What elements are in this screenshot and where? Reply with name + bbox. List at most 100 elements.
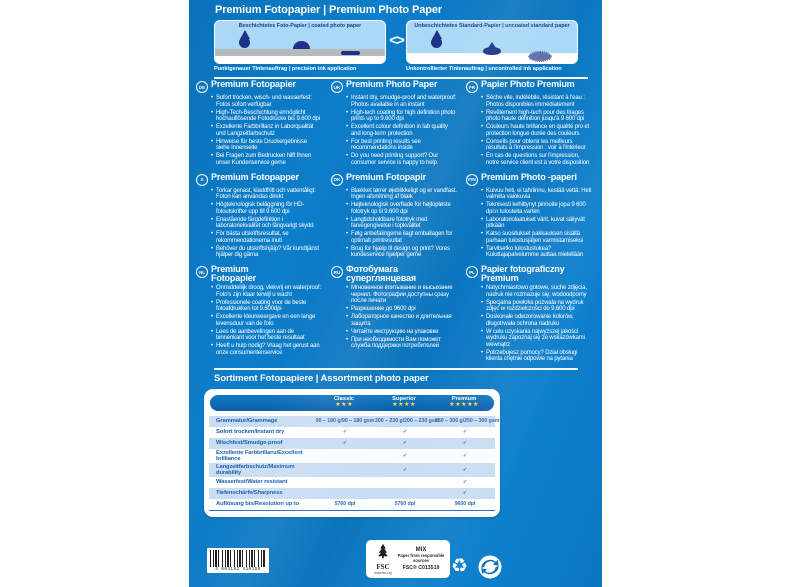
lang-section-fr: FR Papier Photo Premium Sèche vite, indé… — [466, 80, 592, 168]
bullet-item: Følg anbefalingerne ilagt emballagen for… — [346, 231, 457, 244]
language-sections: DE Premium Fotopapier Sofort trocken, wi… — [196, 80, 592, 364]
bullet-item: Langtidsholdbare fototryk med farvegengi… — [346, 217, 457, 230]
bullet-item: Tarvitsetko tulostustukea? Kuluttajapalv… — [481, 246, 592, 259]
lang-header: DK Premium Fotopapir — [331, 171, 457, 186]
ean-barcode: 4 004182 410158 — [207, 548, 269, 573]
bullet-item: Conseils pour obtenir les meilleurs résu… — [481, 139, 592, 152]
coated-caption: Punktgenauer Tintenauftrag | precision i… — [214, 66, 357, 72]
lang-bullets: Instant dry, smudge-proof and waterproof… — [346, 95, 457, 166]
column-premium: Premium ★★★★★ — [434, 396, 494, 409]
star-rating: ★★★ — [335, 401, 353, 409]
comparison-captions: Punktgenauer Tintenauftrag | precision i… — [214, 66, 578, 72]
lang-section-dk: DK Premium Fotopapir Blækket tørrer øjeb… — [331, 171, 457, 261]
ink-dome-icon — [293, 41, 310, 49]
bullet-item: Specjalna powłoka pozwala na wydruk zdję… — [481, 300, 592, 313]
lang-heading: Premium Fotopapier — [211, 79, 296, 89]
row-label: Grammatur/Grammage — [216, 418, 278, 424]
column-classic: Classic ★★★ — [314, 395, 374, 409]
cell-superior: ✓ — [402, 466, 408, 473]
row-label: Sofort trocken/Instant dry — [216, 429, 285, 435]
ink-comparison: Beschichtetes Foto-Papier | coated photo… — [214, 20, 578, 64]
bullet-item: Excellente kleurweergave en een lange le… — [211, 314, 322, 327]
lang-badge-fr: FR — [466, 81, 478, 93]
lang-badge-fin: FIN — [466, 173, 478, 186]
photo-paper-package-back: Premium Fotopapier | Premium Photo Paper… — [189, 0, 602, 587]
cell-classic: 90 – 180 g/90 – 180 gsm — [315, 418, 375, 424]
bullet-item: Heeft u hulp nodig? Vraag het gerust aan… — [211, 343, 322, 356]
cell-classic: ✓ — [342, 440, 348, 446]
cell-premium: ✓ — [462, 452, 468, 459]
cell-classic: ✓ — [342, 429, 348, 435]
lang-header: NL Premium Fotopapier — [196, 265, 322, 283]
fsc-label: FSC www.fsc.org MIX Paper from responsib… — [366, 540, 450, 578]
assortment-section: Sortiment Fotopapiere | Assortment photo… — [189, 368, 602, 517]
lang-bullets: Sèche vite, indélébile, résistant à l'ea… — [481, 95, 592, 166]
row-label: Wasserfest/Water resistant — [216, 479, 288, 485]
table-row: Sofort trocken/Instant dry ✓ ✓ ✓ — [209, 427, 495, 438]
lang-badge-ru: RU — [331, 266, 343, 278]
uncoated-caption: Unkontrollierter Tintenauftrag | uncontr… — [406, 66, 562, 72]
bullet-item: High-tech coating for high definition ph… — [346, 110, 457, 123]
bullet-item: Мгновенное впитывание и высыхание чернил… — [346, 285, 457, 305]
lang-badge-nl: NL — [196, 266, 208, 278]
bullet-item: Enastående färgdefinition i laboratoriek… — [211, 217, 322, 230]
lang-section-ru: RU Фотобумага суперглянцевая Мгновенное … — [331, 265, 457, 364]
ink-drop-icon — [239, 37, 250, 48]
ink-drop-icon — [431, 37, 442, 48]
bullet-item: Instant dry, smudge-proof and waterproof… — [346, 95, 457, 108]
ink-blob-icon — [483, 47, 501, 55]
bullet-item: Teknisesti kehittynyt pinnoite jopa 9 60… — [481, 202, 592, 215]
bullet-item: Blækket tørrer øjeblikkeligt og er vandf… — [346, 188, 457, 201]
bullet-item: Kuivuu heti, ei tahriinnu, kestää vettä:… — [481, 188, 592, 201]
lang-bullets: Kuivuu heti, ei tahriinnu, kestää vettä:… — [481, 188, 592, 259]
bullet-item: Разрешение до 9600 dpi — [346, 306, 457, 313]
table-row: Langzeitfarbschutz/Maximum durability ✓ … — [209, 462, 495, 477]
bullet-item: Laboratoriolaatuiset värit, kuvat säilyv… — [481, 217, 592, 230]
fsc-logo: FSC www.fsc.org — [370, 543, 396, 575]
lang-heading: Papier Photo Premium — [481, 79, 575, 89]
lang-heading: Premium Fotopapir — [346, 171, 426, 182]
row-label: Auflösung bis/Resolution up to — [216, 501, 299, 507]
row-label: Exzellente Farbbrillanz/Excellent brilli… — [216, 449, 303, 462]
column-label: Superior — [392, 395, 416, 402]
bullet-item: För bästa utskriftsresultat, se rekommen… — [211, 231, 322, 244]
lang-header: PL Papier fotograficzny Premium — [466, 265, 592, 283]
lang-header: FR Papier Photo Premium — [466, 80, 592, 93]
cell-premium: ✓ — [462, 479, 468, 485]
uncoated-paper-panel: Unbeschichtetes Standard-Papier | uncoat… — [406, 20, 578, 64]
lang-heading: Premium Photo Paper — [346, 79, 438, 89]
column-label: Classic — [333, 395, 355, 402]
assortment-table: Classic ★★★ Superior ★★★★ Premium ★★★★★ … — [204, 388, 500, 517]
fsc-type: MIX — [415, 547, 427, 554]
cell-premium: ✓ — [462, 429, 468, 435]
table-row: Exzellente Farbbrillanz/Excellent brilli… — [209, 449, 495, 463]
lang-heading: Premium Fotopapier — [211, 264, 256, 283]
bullet-item: W celu uzyskania najwyższej jakości wydr… — [481, 329, 592, 349]
bullet-item: Hinweise für beste Druckergebnisse siehe… — [211, 139, 322, 152]
paper-layer — [407, 53, 577, 63]
lang-badge-dk: DK — [331, 173, 343, 186]
table-row: Wischfest/Smudge-proof ✓ ✓ ✓ — [209, 437, 495, 449]
bullet-item: Лабораторное качество и длительная защит… — [346, 314, 457, 327]
lang-heading: Фотобумага суперглянцевая — [346, 264, 416, 283]
barcode-digits: 4 004182 410158 — [215, 567, 261, 572]
lang-section-s: S Premium Fotopapper Torkar genast, klad… — [196, 172, 322, 261]
recycle-icon: ♻ — [451, 555, 469, 577]
table-header: Classic ★★★ Superior ★★★★ Premium ★★★★★ — [209, 393, 495, 412]
coated-paper-panel: Beschichtetes Foto-Papier | coated photo… — [214, 20, 386, 64]
bullet-item: Читайте инструкцию на упаковке — [346, 329, 457, 336]
cell-premium: ✓ — [462, 466, 468, 473]
lang-bullets: Torkar genast, kladdfritt och vattentåli… — [211, 188, 322, 259]
lang-bullets: Sofort trocken, wisch- und wasserfest: F… — [211, 95, 322, 166]
bullet-item: Brug for hjælp til design og print? Vore… — [346, 246, 457, 259]
green-dot-icon — [478, 555, 502, 579]
product-title: Premium Fotopapier | Premium Photo Paper — [215, 4, 443, 16]
lang-badge-pl: PL — [466, 266, 478, 278]
star-rating: ★★★★★ — [449, 401, 479, 409]
bullet-item: Professionele coating voor de beste foto… — [211, 300, 322, 313]
fsc-text: MIX Paper from responsible sources FSC® … — [396, 543, 446, 575]
bullet-item: For best printing results see recommenda… — [346, 139, 457, 152]
paper-layer — [215, 56, 385, 63]
lang-bullets: Мгновенное впитывание и высыхание чернил… — [346, 285, 457, 350]
lang-bullets: Natychmiastowo gotowe, suche zdjęcia, na… — [481, 285, 592, 363]
